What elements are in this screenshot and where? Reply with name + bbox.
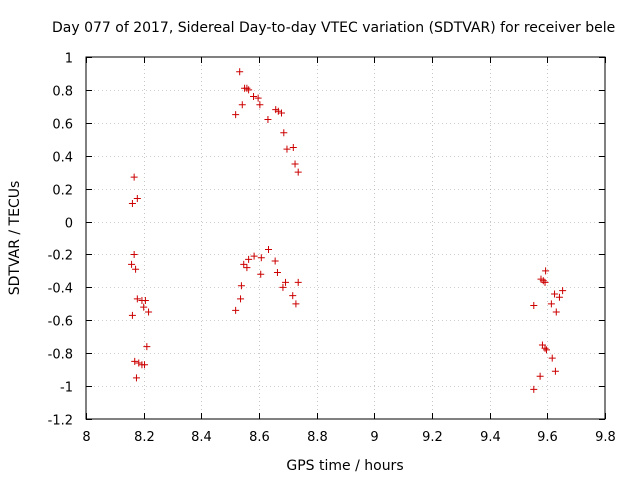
- axis-ticks: [86, 57, 606, 420]
- y-tick-label: 0.8: [52, 85, 73, 100]
- data-point: [283, 145, 291, 153]
- x-tick-label: 9: [370, 430, 378, 445]
- x-tick-label: 8.4: [191, 430, 212, 445]
- data-point: [237, 282, 245, 290]
- data-point: [257, 270, 265, 278]
- data-point: [128, 311, 136, 319]
- data-point: [250, 92, 258, 100]
- y-tick-label: 0.2: [52, 184, 73, 199]
- x-tick-label: 8.2: [134, 430, 155, 445]
- data-point: [274, 107, 282, 115]
- data-point: [551, 290, 559, 298]
- data-point: [541, 344, 549, 352]
- data-point: [547, 300, 555, 308]
- x-tick-label: 8.8: [307, 430, 328, 445]
- y-tick-label: -0.8: [48, 348, 73, 363]
- data-point: [132, 265, 140, 273]
- data-point: [294, 278, 302, 286]
- grid: [86, 57, 605, 419]
- y-axis-tick-labels: 1 0.8 0.6 0.4 0.2 0 -0.2 -0.4 -0.6 -0.8 -1 -1.2: [48, 52, 73, 429]
- data-point: [264, 116, 272, 124]
- data-point: [141, 297, 149, 305]
- data-point: [130, 173, 138, 181]
- data-point: [243, 264, 251, 272]
- data-point: [133, 295, 141, 303]
- y-tick-label: 0: [65, 217, 73, 232]
- data-point: [559, 287, 567, 295]
- data-point: [294, 168, 302, 176]
- data-point: [265, 246, 273, 254]
- data-point: [250, 252, 258, 260]
- data-point: [552, 308, 560, 316]
- data-point: [256, 101, 264, 109]
- x-tick-label: 9.6: [537, 430, 558, 445]
- data-point: [536, 372, 544, 380]
- y-tick-label: -1: [60, 381, 73, 396]
- data-point: [245, 86, 253, 94]
- data-point: [291, 160, 299, 168]
- data-point: [551, 367, 559, 375]
- data-point: [238, 101, 246, 109]
- data-point: [240, 260, 248, 268]
- data-point: [141, 361, 149, 369]
- data-point: [530, 301, 538, 309]
- data-point: [555, 293, 563, 301]
- y-tick-label: -0.4: [48, 282, 73, 297]
- data-point: [530, 385, 538, 393]
- data-point: [232, 111, 240, 119]
- data-point: [245, 255, 253, 263]
- data-point: [131, 357, 139, 365]
- data-point: [236, 68, 244, 76]
- data-point: [237, 295, 245, 303]
- y-tick-label: -1.2: [48, 414, 73, 429]
- data-points: [128, 68, 567, 393]
- data-point: [254, 94, 262, 102]
- data-point: [133, 195, 141, 203]
- data-point: [130, 250, 138, 258]
- y-tick-label: 1: [65, 52, 73, 67]
- data-point: [128, 199, 136, 207]
- data-point: [289, 144, 297, 151]
- data-point: [140, 303, 148, 311]
- data-point: [282, 278, 290, 286]
- data-point: [273, 269, 281, 277]
- y-tick-label: -0.6: [48, 315, 73, 330]
- data-point: [232, 306, 240, 314]
- x-tick-label: 9.4: [480, 430, 501, 445]
- data-point: [243, 84, 251, 92]
- data-point: [548, 354, 556, 362]
- y-tick-label: -0.2: [48, 249, 73, 264]
- data-point: [132, 374, 140, 382]
- y-axis-label: SDTVAR / TECUs: [7, 181, 23, 296]
- data-point: [143, 343, 151, 351]
- data-point: [135, 359, 143, 367]
- x-tick-label: 8: [82, 430, 90, 445]
- x-tick-label: 9.2: [422, 430, 443, 445]
- data-point: [257, 254, 265, 262]
- data-point: [280, 129, 288, 137]
- data-point: [289, 292, 297, 300]
- data-point: [277, 109, 285, 117]
- y-tick-label: 0.6: [52, 118, 73, 133]
- x-axis-label: GPS time / hours: [286, 458, 403, 474]
- data-point: [539, 277, 547, 285]
- data-point: [145, 308, 153, 316]
- data-point: [542, 267, 550, 275]
- x-axis-tick-labels: 8 8.2 8.4 8.6 8.8 9 9.2 9.4 9.6 9.8: [82, 430, 615, 445]
- data-point: [542, 346, 550, 354]
- data-point: [271, 257, 279, 265]
- x-tick-label: 8.6: [249, 430, 270, 445]
- y-tick-label: 0.4: [52, 151, 73, 166]
- chart-title: Day 077 of 2017, Sidereal Day-to-day VTE…: [52, 20, 615, 36]
- data-point: [541, 278, 549, 286]
- data-point: [128, 260, 136, 268]
- plot-frame: [85, 56, 606, 420]
- data-point: [279, 283, 287, 291]
- x-tick-label: 9.8: [595, 430, 616, 445]
- data-point: [292, 300, 300, 308]
